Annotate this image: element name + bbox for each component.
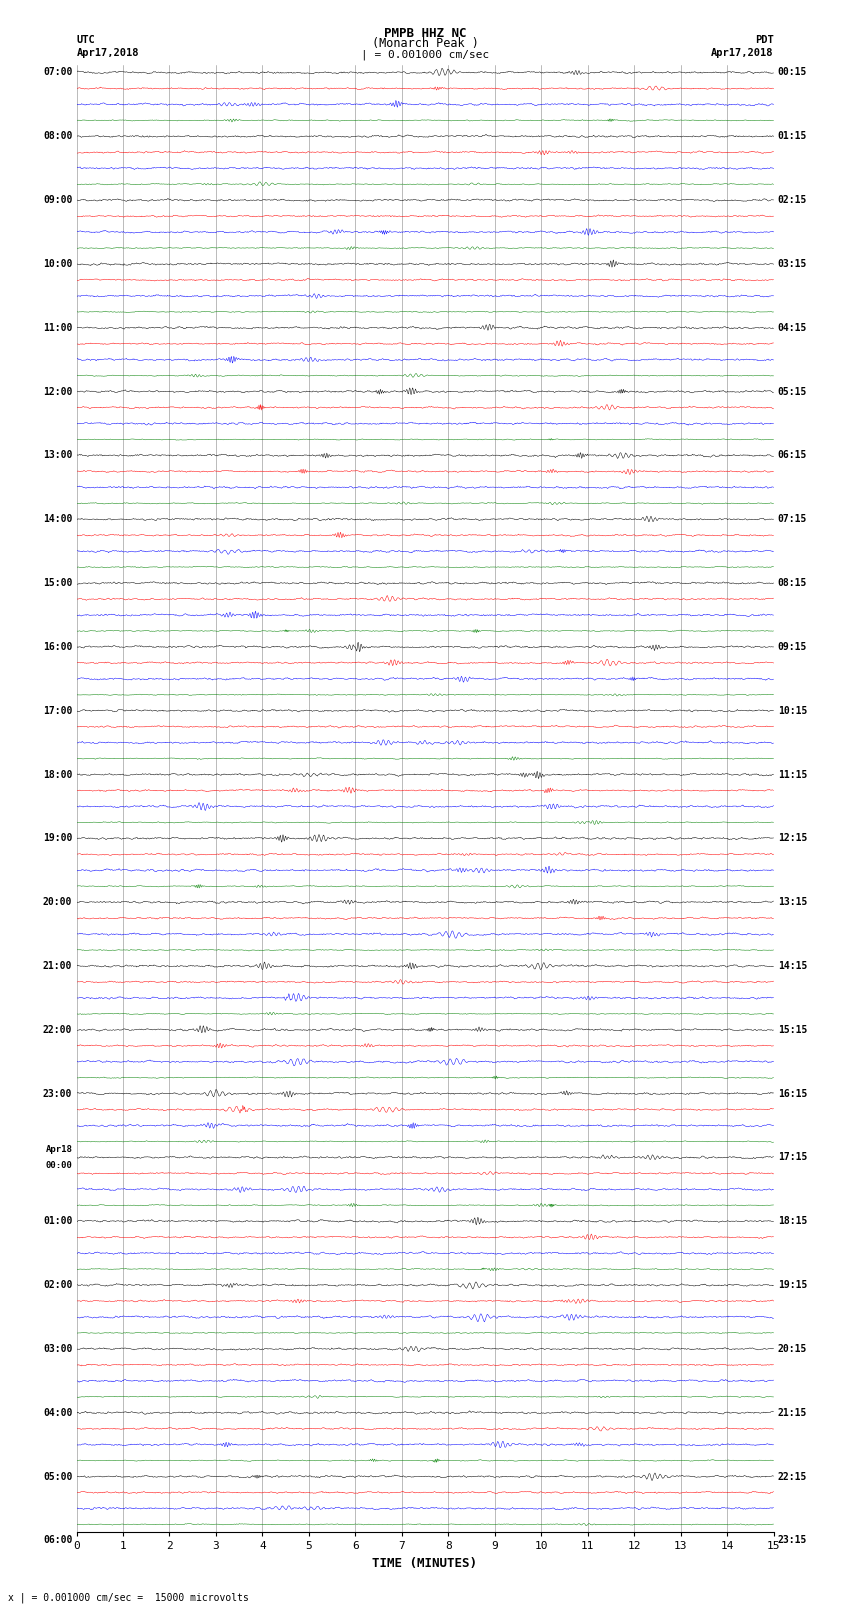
Text: UTC: UTC: [76, 35, 95, 45]
Text: 09:00: 09:00: [42, 195, 72, 205]
Text: 17:15: 17:15: [778, 1152, 807, 1163]
Text: 22:00: 22:00: [42, 1024, 72, 1036]
Text: 04:15: 04:15: [778, 323, 807, 332]
Text: 19:15: 19:15: [778, 1281, 807, 1290]
Text: 19:00: 19:00: [42, 834, 72, 844]
Text: 15:15: 15:15: [778, 1024, 807, 1036]
Text: 11:00: 11:00: [42, 323, 72, 332]
Text: 06:15: 06:15: [778, 450, 807, 460]
Text: 06:00: 06:00: [42, 1536, 72, 1545]
Text: 12:00: 12:00: [42, 387, 72, 397]
X-axis label: TIME (MINUTES): TIME (MINUTES): [372, 1557, 478, 1569]
Text: 08:15: 08:15: [778, 577, 807, 589]
Text: 12:15: 12:15: [778, 834, 807, 844]
Text: 21:00: 21:00: [42, 961, 72, 971]
Text: 08:00: 08:00: [42, 131, 72, 142]
Text: 16:15: 16:15: [778, 1089, 807, 1098]
Text: 18:15: 18:15: [778, 1216, 807, 1226]
Text: 00:15: 00:15: [778, 68, 807, 77]
Text: 03:00: 03:00: [42, 1344, 72, 1353]
Text: x | = 0.001000 cm/sec =  15000 microvolts: x | = 0.001000 cm/sec = 15000 microvolts: [8, 1592, 249, 1603]
Text: 13:15: 13:15: [778, 897, 807, 907]
Text: 09:15: 09:15: [778, 642, 807, 652]
Text: 11:15: 11:15: [778, 769, 807, 779]
Text: 10:15: 10:15: [778, 705, 807, 716]
Text: 17:00: 17:00: [42, 705, 72, 716]
Text: 07:00: 07:00: [42, 68, 72, 77]
Text: 14:15: 14:15: [778, 961, 807, 971]
Text: Apr17,2018: Apr17,2018: [711, 48, 774, 58]
Text: | = 0.001000 cm/sec: | = 0.001000 cm/sec: [361, 48, 489, 60]
Text: (Monarch Peak ): (Monarch Peak ): [371, 37, 479, 50]
Text: 03:15: 03:15: [778, 260, 807, 269]
Text: 20:00: 20:00: [42, 897, 72, 907]
Text: Apr18: Apr18: [45, 1145, 72, 1155]
Text: Apr17,2018: Apr17,2018: [76, 48, 139, 58]
Text: 04:00: 04:00: [42, 1408, 72, 1418]
Text: 16:00: 16:00: [42, 642, 72, 652]
Text: 02:15: 02:15: [778, 195, 807, 205]
Text: 18:00: 18:00: [42, 769, 72, 779]
Text: 21:15: 21:15: [778, 1408, 807, 1418]
Text: 01:15: 01:15: [778, 131, 807, 142]
Text: 07:15: 07:15: [778, 515, 807, 524]
Text: 23:15: 23:15: [778, 1536, 807, 1545]
Text: 05:15: 05:15: [778, 387, 807, 397]
Text: 01:00: 01:00: [42, 1216, 72, 1226]
Text: PDT: PDT: [755, 35, 774, 45]
Text: 10:00: 10:00: [42, 260, 72, 269]
Text: 15:00: 15:00: [42, 577, 72, 589]
Text: 20:15: 20:15: [778, 1344, 807, 1353]
Text: 00:00: 00:00: [45, 1161, 72, 1169]
Text: 14:00: 14:00: [42, 515, 72, 524]
Text: 22:15: 22:15: [778, 1471, 807, 1481]
Text: PMPB HHZ NC: PMPB HHZ NC: [383, 27, 467, 40]
Text: 13:00: 13:00: [42, 450, 72, 460]
Text: 02:00: 02:00: [42, 1281, 72, 1290]
Text: 23:00: 23:00: [42, 1089, 72, 1098]
Text: 05:00: 05:00: [42, 1471, 72, 1481]
